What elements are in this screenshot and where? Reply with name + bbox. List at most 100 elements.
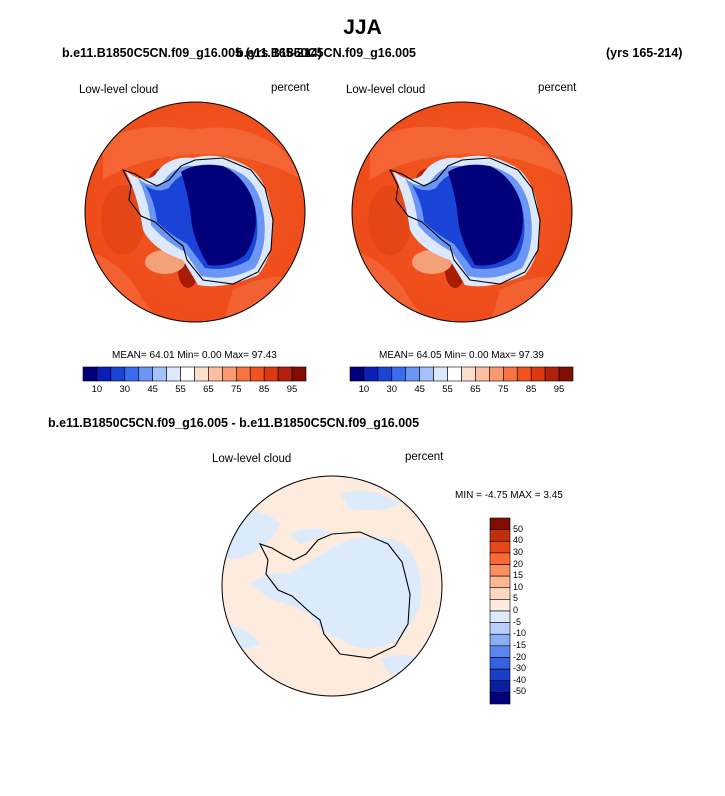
colorbar-swatch [124,366,140,382]
colorbar-tick-label: -10 [513,628,527,639]
colorbar-tick-label: -15 [513,639,527,650]
right-units-label: percent [538,82,577,94]
colorbar-swatch [222,366,237,382]
colorbar-swatch [530,366,546,382]
colorbar-tick-label: 30 [119,384,131,395]
colorbar-swatch [489,668,511,682]
colorbar-tick-label: 45 [414,384,425,395]
colorbar-swatch [363,366,379,382]
colorbar-swatch [194,366,209,382]
colorbar-tick-label: 95 [286,384,298,395]
colorbar-swatch [489,529,511,542]
colorbar-tick-label: 75 [498,384,509,395]
colorbar-swatch [180,366,195,382]
colorbar-swatch [166,366,181,382]
colorbar-swatch [447,366,462,382]
colorbar-tick-label: 85 [525,384,537,395]
colorbar-swatch [489,633,511,647]
colorbar-swatch [503,366,518,382]
colorbar-swatch [433,366,448,382]
colorbar-tick-label: 65 [470,384,481,395]
colorbar-tick-label: -20 [513,651,527,662]
colorbar-swatch [377,366,393,382]
colorbar-tick-label: 15 [513,570,524,581]
colorbar-swatch [349,366,365,382]
colorbar-tick-label: 75 [231,384,242,395]
colorbar-tick-label: 0 [513,605,519,615]
colorbar-tick-label: 50 [513,523,524,534]
left-polar-map [84,101,306,323]
diff-colorbar-ticks: 50 40 30 20 15 10 5 0 -5 -10 -15 -20 -30 -40 -50 [513,518,553,704]
colorbar-swatch [461,366,476,382]
colorbar-swatch [405,366,420,382]
colorbar-swatch [489,657,511,670]
colorbar-tick-label: 45 [147,384,158,395]
diff-variable-label: Low-level cloud [212,453,292,465]
colorbar-swatch [96,366,112,382]
colorbar-swatch [489,680,511,693]
colorbar-tick-label: 20 [513,558,524,569]
colorbar-tick-label: 10 [358,384,370,395]
right-panel-header: b.e11.B1850C5CN.f09_g16.005 [236,46,416,60]
right-stats: MEAN= 64.05 Min= 0.00 Max= 97.39 [379,350,544,361]
colorbar-swatch [489,599,511,612]
right-colorbar [349,366,574,382]
colorbar-swatch [291,366,307,382]
colorbar-tick-label: 10 [513,581,524,592]
colorbar-tick-label: 30 [386,384,398,395]
diff-polar-map [221,475,443,697]
left-colorbar [82,366,307,382]
colorbar-tick-label: -40 [513,674,527,685]
colorbar-tick-label: 10 [91,384,103,395]
colorbar-swatch [391,366,407,382]
diff-panel-header: b.e11.B1850C5CN.f09_g16.005 - b.e11.B185… [48,416,420,430]
colorbar-swatch [236,366,251,382]
colorbar-swatch [489,587,511,600]
colorbar-swatch [489,540,511,554]
colorbar-tick-label: -50 [513,686,527,697]
colorbar-swatch [263,366,279,382]
colorbar-swatch [489,610,511,623]
colorbar-tick-label: 85 [258,384,270,395]
figure-title: JJA [343,16,382,39]
colorbar-tick-label: -30 [513,663,527,674]
left-colorbar-ticks: 10 30 45 55 65 75 85 95 [83,384,306,398]
colorbar-swatch [558,366,574,382]
colorbar-swatch [82,366,98,382]
colorbar-swatch [489,517,511,530]
colorbar-swatch [277,366,293,382]
colorbar-swatch [489,552,511,565]
left-units-label: percent [271,82,310,94]
colorbar-tick-label: -5 [513,616,522,627]
left-panel-header: b.e11.B1850C5CN.f09_g16.005 (yrs 165-214… [62,46,322,60]
colorbar-swatch [516,366,532,382]
colorbar-tick-label: 95 [553,384,565,395]
colorbar-swatch [208,366,223,382]
left-variable-label: Low-level cloud [79,84,159,96]
colorbar-swatch [489,622,511,635]
colorbar-swatch [489,645,511,658]
colorbar-swatch [475,366,490,382]
right-polar-map [351,101,573,323]
colorbar-swatch [544,366,560,382]
colorbar-swatch [249,366,265,382]
diff-stats: MIN = -4.75 MAX = 3.45 [455,490,563,501]
right-variable-label: Low-level cloud [346,84,426,96]
colorbar-swatch [489,575,511,589]
colorbar-tick-label: 55 [175,384,186,395]
colorbar-tick-label: 40 [513,535,524,546]
right-colorbar-ticks: 10 30 45 55 65 75 85 95 [350,384,573,398]
colorbar-tick-label: 65 [203,384,214,395]
colorbar-swatch [138,366,153,382]
right-panel-years: (yrs 165-214) [606,46,683,60]
colorbar-swatch [489,366,504,382]
left-stats: MEAN= 64.01 Min= 0.00 Max= 97.43 [112,350,277,361]
diff-units-label: percent [405,451,444,463]
colorbar-tick-label: 30 [513,546,524,557]
colorbar-tick-label: 5 [513,593,519,604]
colorbar-swatch [152,366,167,382]
colorbar-swatch [489,564,511,577]
colorbar-tick-label: 55 [442,384,453,395]
colorbar-swatch [110,366,126,382]
colorbar-swatch [419,366,434,382]
